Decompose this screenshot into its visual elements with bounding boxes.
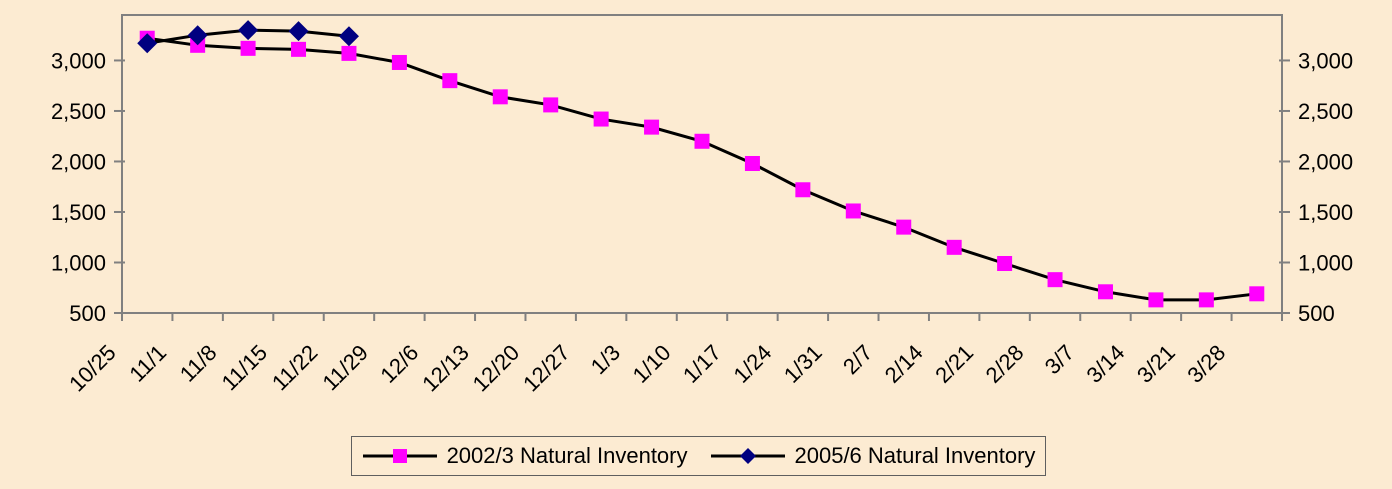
data-point-square-marker — [644, 119, 660, 135]
legend-label-2002-3: 2002/3 Natural Inventory — [446, 443, 688, 468]
y-axis-label-right: 2,500 — [1298, 99, 1353, 124]
legend-diamond-marker-icon — [710, 448, 785, 464]
x-axis-label: 1/31 — [779, 340, 827, 388]
y-axis-label-left: 1,000 — [51, 250, 106, 275]
y-axis-label-right: 2,000 — [1298, 149, 1353, 174]
x-axis-label: 11/29 — [317, 340, 372, 395]
chart-legend: 2002/3 Natural Inventory 2005/6 Natural … — [351, 436, 1046, 476]
data-point-square-marker — [896, 219, 912, 235]
x-axis-label: 1/17 — [678, 340, 726, 388]
data-point-diamond-marker — [187, 25, 208, 46]
x-axis-label: 12/6 — [375, 340, 423, 388]
y-axis-label-right: 3,000 — [1298, 48, 1353, 73]
data-point-square-marker — [190, 37, 206, 53]
y-axis-label-right: 500 — [1298, 301, 1335, 326]
data-point-square-marker — [795, 182, 811, 198]
x-axis-label: 2/28 — [981, 340, 1029, 388]
x-axis-label: 11/15 — [217, 340, 272, 395]
data-point-square-marker — [543, 97, 559, 113]
data-point-diamond-marker — [137, 33, 158, 54]
data-point-square-marker — [1148, 292, 1164, 308]
data-point-square-marker — [240, 40, 256, 56]
data-point-square-marker — [997, 256, 1013, 272]
legend-square-marker-icon — [362, 449, 437, 463]
data-point-diamond-marker — [338, 26, 359, 47]
x-axis-label: 2/21 — [930, 340, 978, 388]
legend-label-2005-6: 2005/6 Natural Inventory — [794, 443, 1036, 468]
x-axis-label: 2/7 — [838, 340, 877, 379]
data-point-square-marker — [1097, 284, 1113, 300]
x-axis-label: 3/28 — [1182, 340, 1230, 388]
x-axis-label: 3/7 — [1040, 340, 1079, 379]
x-axis-label: 11/1 — [124, 340, 171, 387]
x-axis-label: 11/8 — [175, 340, 222, 387]
y-axis-label-right: 1,000 — [1298, 250, 1353, 275]
x-axis-label: 3/21 — [1132, 340, 1180, 388]
x-axis-label: 2/14 — [880, 340, 928, 388]
data-point-square-marker — [291, 41, 307, 57]
y-axis-label-left: 500 — [69, 301, 106, 326]
data-point-square-marker — [946, 239, 962, 255]
x-axis-label: 12/20 — [468, 340, 525, 397]
y-axis-label-left: 2,000 — [51, 149, 106, 174]
data-point-square-marker — [845, 203, 861, 219]
x-axis-label: 1/3 — [586, 340, 625, 379]
data-point-square-marker — [1249, 286, 1265, 302]
y-axis-label-left: 3,000 — [51, 48, 106, 73]
data-point-square-marker — [492, 89, 508, 105]
y-axis-label-left: 1,500 — [51, 200, 106, 225]
y-axis-label-left: 2,500 — [51, 99, 106, 124]
y-axis-label-right: 1,500 — [1298, 200, 1353, 225]
data-point-square-marker — [593, 111, 609, 127]
data-point-square-marker — [391, 54, 407, 70]
x-axis-label: 1/10 — [628, 340, 676, 388]
data-point-square-marker — [341, 45, 357, 61]
x-axis-label: 12/27 — [518, 340, 575, 397]
series-line-0 — [147, 36, 1257, 302]
x-axis-label: 1/24 — [728, 340, 776, 388]
data-point-square-marker — [744, 155, 760, 171]
x-axis-label: 12/13 — [417, 340, 474, 397]
plot-area-border — [121, 14, 1283, 314]
data-point-square-marker — [442, 73, 458, 89]
x-axis-label: 11/22 — [267, 340, 322, 395]
legend-entry-2005-6: 2005/6 Natural Inventory — [710, 443, 1036, 469]
x-axis-label: 10/25 — [64, 340, 121, 397]
data-point-square-marker — [1198, 292, 1214, 308]
data-point-diamond-marker — [288, 21, 309, 42]
data-point-square-marker — [694, 133, 710, 149]
data-point-square-marker — [1047, 272, 1063, 288]
x-axis-label: 3/14 — [1081, 340, 1129, 388]
data-point-diamond-marker — [238, 20, 259, 41]
legend-entry-2002-3: 2002/3 Natural Inventory — [362, 443, 688, 469]
